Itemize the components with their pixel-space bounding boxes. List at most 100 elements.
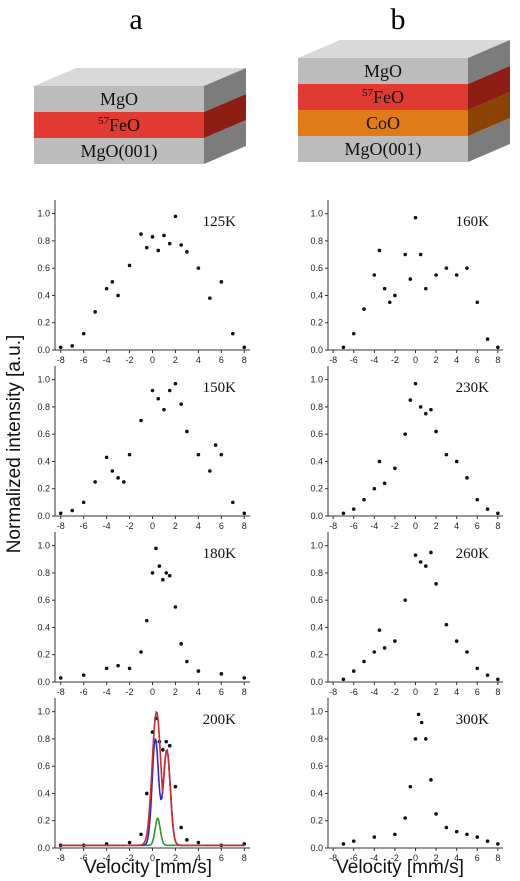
data-point [341,345,346,350]
data-point [196,840,201,845]
x-tick-label: 4 [454,687,459,697]
layer-front-face [298,58,468,84]
data-point [496,345,500,350]
x-tick-label: -4 [370,521,378,531]
y-tick-label: 1.0 [310,375,323,385]
x-tick-label: 6 [219,853,224,863]
layer-label: MgO [364,61,402,81]
data-point [230,331,235,336]
x-tick-label: -2 [126,521,134,531]
y-tick-label: 0.2 [37,318,50,328]
layer-label: MgO(001) [81,141,158,162]
data-point [185,659,189,664]
x-tick-label: 2 [434,521,439,531]
data-point [429,407,433,412]
data-point [127,666,132,671]
x-tick-label: 2 [434,355,439,365]
x-tick-label: -2 [126,853,134,863]
x-tick-label: 0 [413,687,418,697]
data-point [351,331,356,336]
y-tick-label: 0.4 [37,456,50,466]
y-tick-label: 0.0 [310,843,323,853]
data-point [104,666,109,671]
x-tick-label: -4 [103,687,111,697]
data-point [230,500,235,505]
data-point [208,469,212,473]
data-point [444,622,449,627]
x-tick-label: 8 [242,853,247,863]
y-tick-label: 0.2 [37,816,50,826]
spectrum-panel: -8 -6 -4 -2 0 2 4 6 8 0.0 0.2 0.4 0.6 0.8 1.0 150K [37,366,250,531]
x-tick-label: -8 [329,355,337,365]
data-point [496,677,500,682]
x-tick-label: -4 [103,853,111,863]
spectrum-panel: -8 -6 -4 -2 0 2 4 6 8 0.0 0.2 0.4 0.6 0.8 1.0 125K [37,200,250,365]
spectrum-panel: -8 -6 -4 -2 0 2 4 6 8 0.0 0.2 0.4 0.6 0.8 1.0 300K [310,698,503,863]
x-tick-label: 6 [475,355,480,365]
data-point [475,497,480,502]
data-point [444,266,449,270]
data-point [213,443,218,447]
x-tick-label: 2 [173,521,178,531]
x-tick-label: 4 [454,521,459,531]
data-point [185,838,189,842]
data-point [104,286,109,291]
x-tick-label: 0 [413,355,418,365]
data-point [413,381,418,386]
y-tick-label: 0.2 [37,484,50,494]
layer-label: 57FeO [362,87,404,107]
data-point [219,280,224,284]
data-point [485,673,490,677]
x-tick-label: -2 [391,853,399,863]
layer-side-face [204,68,246,112]
data-point [242,676,247,680]
x-tick-label: -6 [350,853,358,863]
layer-front-face [34,138,204,164]
data-point [372,650,377,654]
temperature-label: 125K [203,214,237,230]
data-point [110,280,115,284]
y-tick-label: 1.0 [37,707,50,717]
data-point [377,248,382,253]
y-tick-label: 1.0 [37,541,50,551]
data-point [351,507,356,511]
temperature-label: 180K [203,546,237,562]
fit-curve [60,817,245,847]
data-point [454,459,459,464]
temperature-label: 300K [456,712,490,728]
data-point [150,388,155,393]
x-tick-label: -2 [126,355,134,365]
layer-side-face [468,92,510,136]
data-point [423,564,428,568]
layer-slab: MgO [34,68,246,112]
y-tick-label: 0.6 [310,263,323,273]
x-tick-label: -6 [80,355,88,365]
layer-front-face [34,86,204,112]
x-tick-label: -2 [391,355,399,365]
data-point [423,286,428,291]
x-tick-label: 6 [475,687,480,697]
layer-label: MgO [100,89,138,109]
isotope-superscript: 57 [98,115,110,127]
data-point [116,476,120,480]
layer-top-face [34,68,246,86]
data-point [161,748,165,752]
data-point [122,480,126,484]
data-point [167,241,172,246]
layer-label: 57FeO [98,115,140,135]
y-tick-label: 0.0 [37,511,50,521]
data-point [434,582,438,586]
x-tick-label: -4 [370,355,378,365]
x-tick-label: 4 [196,355,201,365]
temperature-label: 200K [203,712,237,728]
layer-label: CoO [366,113,400,133]
layer-side-face [204,94,246,138]
data-point [173,381,178,386]
y-tick-label: 0.4 [37,622,50,632]
data-point [110,469,115,473]
data-point [196,452,201,457]
data-point [403,816,408,820]
y-tick-label: 0.2 [310,318,323,328]
data-point [475,300,480,305]
data-point [116,663,120,668]
